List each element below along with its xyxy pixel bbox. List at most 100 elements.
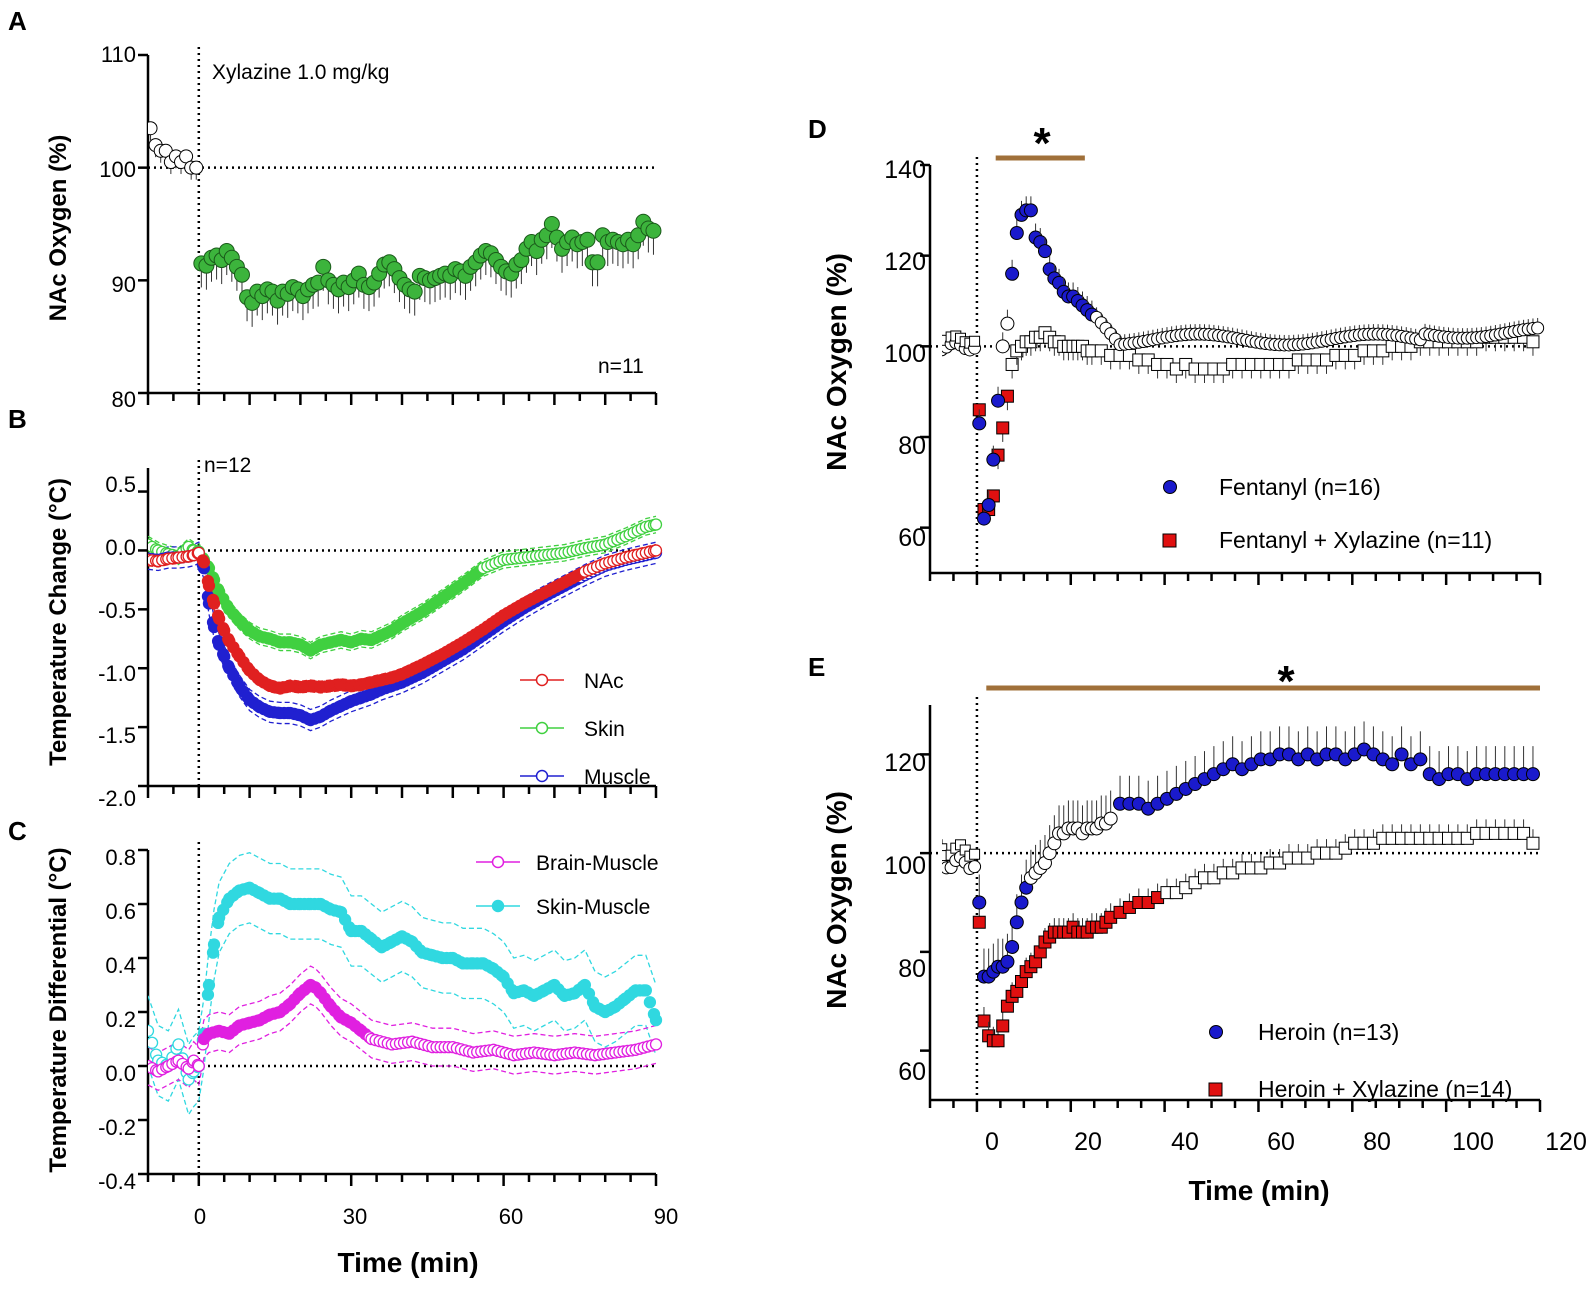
y-tick-label: 120: [884, 248, 926, 276]
x-tick-label: 0: [194, 1204, 206, 1229]
heroin-xylazine-point: [972, 915, 986, 929]
legend-marker-brain-muscle: [491, 855, 505, 869]
heroin-point: [972, 895, 987, 910]
brain-muscle-sem-lower: [148, 1003, 657, 1092]
skin-muscle-point: [172, 1038, 185, 1051]
data-marks-d: [942, 196, 1545, 526]
legend-marker-fentanyl-xylazine: [1162, 533, 1177, 548]
panel-a: A NAc Oxygen (%) 110 100 90 80 Xylazine …: [8, 6, 662, 412]
fentanyl-point: [1005, 266, 1020, 281]
data-point: [543, 216, 560, 232]
baseline-square: [969, 335, 981, 347]
x-tick-label: 60: [1267, 1128, 1295, 1156]
x-tick-labels-c: 0 30 60 90: [194, 1204, 678, 1229]
fentanyl-point: [1000, 316, 1015, 331]
fentanyl-point: [1009, 226, 1024, 240]
fentanyl-point: [972, 416, 987, 431]
y-tick-label: 80: [898, 955, 926, 983]
skin-muscle-point: [207, 938, 221, 951]
fentanyl-xylazine-point: [1005, 357, 1019, 371]
data-marks-b: [148, 515, 663, 732]
fentanyl-xylazine-point: [996, 421, 1010, 435]
legend-label-skin: Skin: [584, 718, 625, 741]
axes-e: [920, 697, 1542, 1112]
axes-a: [138, 47, 658, 405]
x-tick-label: 90: [654, 1204, 678, 1229]
y-axis-label-e: NAc Oxygen (%): [821, 791, 852, 1009]
panel-d: D NAc Oxygen (%) 140 120 100 80 60 * Fen…: [808, 114, 1545, 585]
heroin-point: [1005, 939, 1020, 954]
legend-label-brain-muscle: Brain-Muscle: [536, 852, 659, 875]
legend-b: NAc Skin Muscle: [520, 670, 651, 789]
baseline-point: [968, 860, 982, 874]
heroin-point: [1009, 915, 1024, 930]
data-point: [233, 266, 250, 283]
x-tick-label: 60: [499, 1204, 523, 1229]
y-tick-label: 0.4: [105, 953, 136, 978]
data-point: [579, 231, 596, 248]
x-tick-label: 30: [343, 1204, 367, 1229]
x-tick-label: 20: [1074, 1128, 1102, 1156]
heroin-point: [1103, 811, 1118, 826]
significance-star-d: *: [1033, 119, 1051, 168]
panel-letter-d: D: [808, 114, 827, 144]
y-tick-labels-b: 0.5 0.0 -0.5 -1.0 -1.5 -2.0: [98, 472, 136, 811]
y-tick-label: 100: [884, 852, 926, 880]
nac-point: [649, 544, 663, 557]
skin-muscle-sem-upper: [148, 852, 657, 1046]
data-marks-a: [148, 121, 662, 327]
legend-e: Heroin (n=13) Heroin + Xylazine (n=14): [1208, 1019, 1512, 1102]
heroin-point: [1394, 747, 1409, 762]
data-point: [645, 222, 662, 239]
y-tick-label: 0.2: [105, 1007, 136, 1032]
y-tick-label: -0.2: [98, 1115, 136, 1140]
x-tick-label: 80: [1363, 1128, 1391, 1156]
y-tick-label: 0.8: [105, 845, 136, 870]
legend-c: Brain-Muscle Skin-Muscle: [476, 852, 659, 919]
skin-muscle-point: [643, 996, 657, 1009]
legend-marker-skin: [535, 721, 549, 735]
fentanyl-point: [991, 393, 1006, 408]
y-tick-label: -1.0: [98, 661, 136, 686]
x-tick-labels-e: 0 20 40 60 80 100 120: [985, 1128, 1587, 1156]
data-point: [315, 258, 332, 275]
y-tick-labels-a: 110 100 90 80: [99, 42, 136, 412]
y-tick-label: 140: [884, 156, 926, 184]
legend-label-muscle: Muscle: [584, 766, 651, 789]
y-axis-label-a: NAc Oxygen (%): [45, 135, 72, 322]
data-marks-c: [148, 852, 663, 1117]
fentanyl-xylazine-point: [1526, 335, 1540, 349]
heroin-xylazine-point: [996, 1019, 1010, 1033]
fentanyl-point: [976, 511, 991, 526]
nac-point: [207, 597, 221, 610]
annotation-n-a: n=11: [598, 355, 644, 378]
y-tick-label: -0.4: [98, 1169, 136, 1194]
skin-muscle-point: [649, 1013, 663, 1027]
skin-muscle-sem-lower: [148, 922, 657, 1117]
legend-d: Fentanyl (n=16) Fentanyl + Xylazine (n=1…: [1162, 474, 1492, 553]
x-tick-label: 0: [985, 1128, 999, 1156]
x-axis-label-e: Time (min): [1188, 1175, 1329, 1206]
legend-marker-muscle: [535, 769, 549, 783]
legend-label-skin-muscle: Skin-Muscle: [536, 896, 650, 919]
brain-muscle-sem-upper: [148, 965, 657, 1054]
y-tick-label: -1.5: [98, 723, 136, 748]
y-tick-label: 60: [898, 524, 926, 552]
axes-d: [920, 157, 1542, 585]
legend-label-fentanyl-xylazine: Fentanyl + Xylazine (n=11): [1219, 527, 1492, 553]
legend-marker-heroin-xylazine: [1208, 1082, 1223, 1097]
panel-c: C Temperature Differential (°C) 0.8 0.6 …: [8, 816, 678, 1278]
y-tick-label: 0.0: [105, 1061, 136, 1086]
baseline-point: [148, 121, 158, 136]
y-tick-label: 90: [112, 272, 136, 297]
skin-muscle-point: [148, 1024, 155, 1038]
annotation-xylazine-dose: Xylazine 1.0 mg/kg: [212, 61, 389, 84]
y-tick-label: 60: [898, 1058, 926, 1086]
x-tick-label: 100: [1452, 1128, 1494, 1156]
y-tick-label: 0.6: [105, 899, 136, 924]
y-tick-label: 110: [101, 42, 136, 67]
skin-muscle-point: [202, 978, 216, 992]
y-axis-label-c: Temperature Differential (°C): [45, 847, 72, 1172]
baseline-point: [189, 160, 204, 175]
